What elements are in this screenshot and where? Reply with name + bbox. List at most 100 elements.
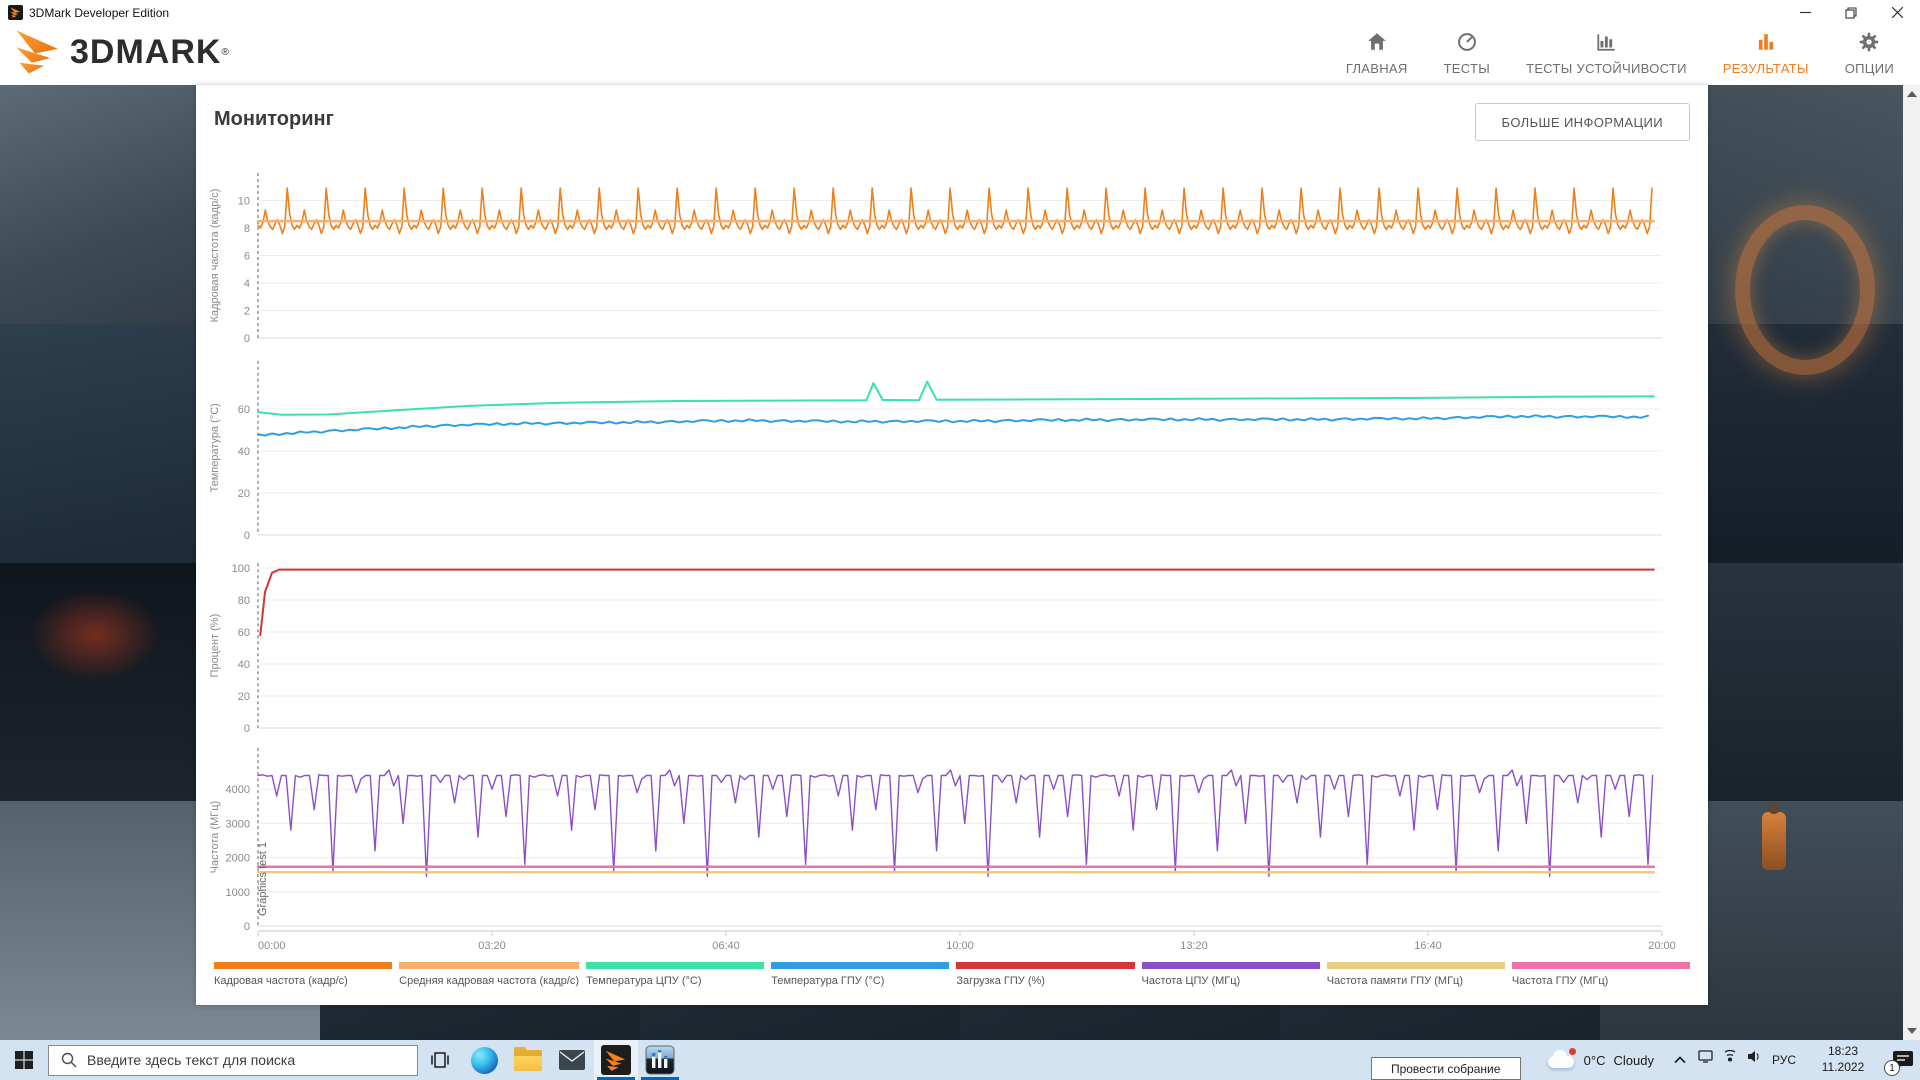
svg-text:4: 4 (244, 278, 250, 290)
notification-badge: 1 (1884, 1060, 1900, 1076)
nav-item[interactable]: ОПЦИИ (1845, 27, 1894, 76)
task-view-button[interactable] (418, 1040, 462, 1080)
mail-icon (559, 1050, 585, 1070)
legend-label: Кадровая частота (кадр/с) (214, 975, 348, 987)
file-explorer-icon (514, 1046, 542, 1071)
monitoring-charts: 0 2 4 6 8 10 Кадровая частота (кадр/с) 0 20 40 60 Т… (209, 173, 1676, 952)
mail-button[interactable] (550, 1040, 594, 1080)
nav-label: РЕЗУЛЬТАТЫ (1722, 61, 1809, 76)
volume-icon[interactable] (1747, 1050, 1762, 1063)
system-tray: 0°C Cloudy РУС 18:23 11.2022 (1370, 1040, 1920, 1080)
svg-text:0: 0 (244, 723, 250, 735)
legend-color-bar (771, 962, 950, 969)
svg-text:0: 0 (244, 333, 250, 345)
svg-text:16:40: 16:40 (1414, 940, 1442, 952)
legend-label: Частота ЦПУ (МГц) (1141, 975, 1241, 987)
chart-app-icon (645, 1045, 675, 1075)
svg-text:06:40: 06:40 (712, 940, 740, 952)
gauge-icon (1456, 31, 1478, 58)
weather-condition: Cloudy (1613, 1052, 1654, 1068)
scrollbar[interactable] (1903, 85, 1920, 1040)
svg-text:20:00: 20:00 (1648, 940, 1676, 952)
legend-label: Частота ГПУ (МГц) (1511, 975, 1609, 987)
legend-label: Температура ГПУ (°C) (771, 975, 885, 987)
svg-text:2000: 2000 (226, 853, 250, 865)
3dmark-arrow-icon (16, 30, 58, 74)
svg-text:Graphics test 1: Graphics test 1 (257, 842, 269, 916)
legend-item: Частота ГПУ (МГц) (1511, 962, 1690, 987)
app-icon (8, 5, 23, 20)
svg-text:20: 20 (238, 488, 250, 500)
svg-text:0: 0 (244, 530, 250, 542)
nav-item[interactable]: ТЕСТЫ (1444, 27, 1491, 76)
legend-color-bar (586, 962, 765, 969)
start-button[interactable] (0, 1040, 48, 1080)
show-hidden-icons-button[interactable] (1668, 1056, 1692, 1064)
background-red-glow (30, 590, 160, 680)
search-icon (61, 1052, 77, 1068)
edge-icon (470, 1046, 498, 1074)
nav-label: ОПЦИИ (1844, 61, 1894, 76)
date: 11.2022 (1821, 1060, 1865, 1074)
notification-center-button[interactable]: 1 (1884, 1040, 1920, 1080)
weather-widget[interactable]: 0°C Cloudy (1546, 1048, 1654, 1070)
svg-text:60: 60 (238, 404, 250, 416)
clock[interactable]: 18:23 11.2022 (1804, 1044, 1882, 1075)
display-icon[interactable] (1698, 1050, 1713, 1063)
app-header: 3DMARK ® ГЛАВНАЯ ТЕСТЫ ТЕСТЫ УСТОЙЧИВОСТ… (0, 25, 1920, 85)
legend-item: Кадровая частота (кадр/с) (214, 962, 393, 987)
more-info-button[interactable]: БОЛЬШЕ ИНФОРМАЦИИ (1474, 103, 1690, 141)
title-bar: 3DMark Developer Edition (0, 0, 1920, 25)
search-input[interactable] (87, 1052, 387, 1068)
svg-text:10:00: 10:00 (946, 940, 974, 952)
svg-text:Процент (%): Процент (%) (209, 614, 221, 678)
svg-text:03:20: 03:20 (478, 940, 506, 952)
svg-text:Температура (°C): Температура (°C) (209, 403, 221, 492)
legend-label: Частота памяти ГПУ (МГц) (1326, 975, 1464, 987)
nav-item[interactable]: ТЕСТЫ УСТОЙЧИВОСТИ (1526, 27, 1687, 76)
svg-text:20: 20 (238, 691, 250, 703)
minimize-button[interactable] (1782, 0, 1828, 25)
windows-icon (15, 1051, 33, 1069)
weather-temp: 0°C (1583, 1052, 1606, 1068)
nav-item[interactable]: РЕЗУЛЬТАТЫ (1723, 27, 1809, 76)
3dmark-icon (601, 1045, 631, 1075)
legend-item: Температура ГПУ (°C) (771, 962, 950, 987)
svg-text:1000: 1000 (226, 887, 250, 899)
chart-legend: Кадровая частота (кадр/с) Средняя кадров… (214, 962, 1690, 987)
scroll-up-icon[interactable] (1907, 91, 1917, 97)
legend-item: Температура ЦПУ (°C) (586, 962, 765, 987)
language-indicator[interactable]: РУС (1771, 1053, 1796, 1067)
legend-label: Средняя кадровая частота (кадр/с) (399, 975, 580, 987)
scroll-down-icon[interactable] (1907, 1028, 1917, 1034)
svg-text:100: 100 (232, 563, 250, 575)
legend-label: Загрузка ГПУ (%) (956, 975, 1045, 987)
file-explorer-button[interactable] (506, 1040, 550, 1080)
taskbar-search[interactable] (48, 1044, 418, 1076)
3dmark-logo: 3DMARK ® (10, 29, 229, 75)
3dmark-taskbar-button[interactable] (594, 1040, 638, 1080)
svg-text:0: 0 (244, 921, 250, 933)
time: 18:23 (1827, 1044, 1859, 1059)
svg-text:3000: 3000 (226, 818, 250, 830)
close-button[interactable] (1874, 0, 1920, 25)
tray-icons: РУС (1698, 1040, 1796, 1080)
nav-label: ТЕСТЫ УСТОЙЧИВОСТИ (1526, 61, 1687, 76)
legend-item: Частота памяти ГПУ (МГц) (1326, 962, 1505, 987)
background-character (1762, 802, 1786, 870)
restore-button[interactable] (1828, 0, 1874, 25)
nav-item[interactable]: ГЛАВНАЯ (1346, 27, 1408, 76)
legend-label: Температура ЦПУ (°C) (586, 975, 702, 987)
svg-text:2: 2 (244, 306, 250, 318)
chart-app-taskbar-button[interactable] (638, 1040, 682, 1080)
running-indicator (597, 1077, 635, 1080)
taskbar: 0°C Cloudy РУС 18:23 11.2022 (0, 1040, 1920, 1080)
network-icon[interactable] (1723, 1050, 1737, 1063)
svg-text:Кадровая частота (кадр/с): Кадровая частота (кадр/с) (209, 189, 221, 323)
gear-icon (1858, 31, 1880, 58)
legend-item: Средняя кадровая частота (кадр/с) (399, 962, 580, 987)
svg-text:10: 10 (238, 196, 250, 208)
weather-icon (1546, 1048, 1576, 1070)
edge-button[interactable] (462, 1040, 506, 1080)
chart-axis-icon (1595, 31, 1617, 58)
